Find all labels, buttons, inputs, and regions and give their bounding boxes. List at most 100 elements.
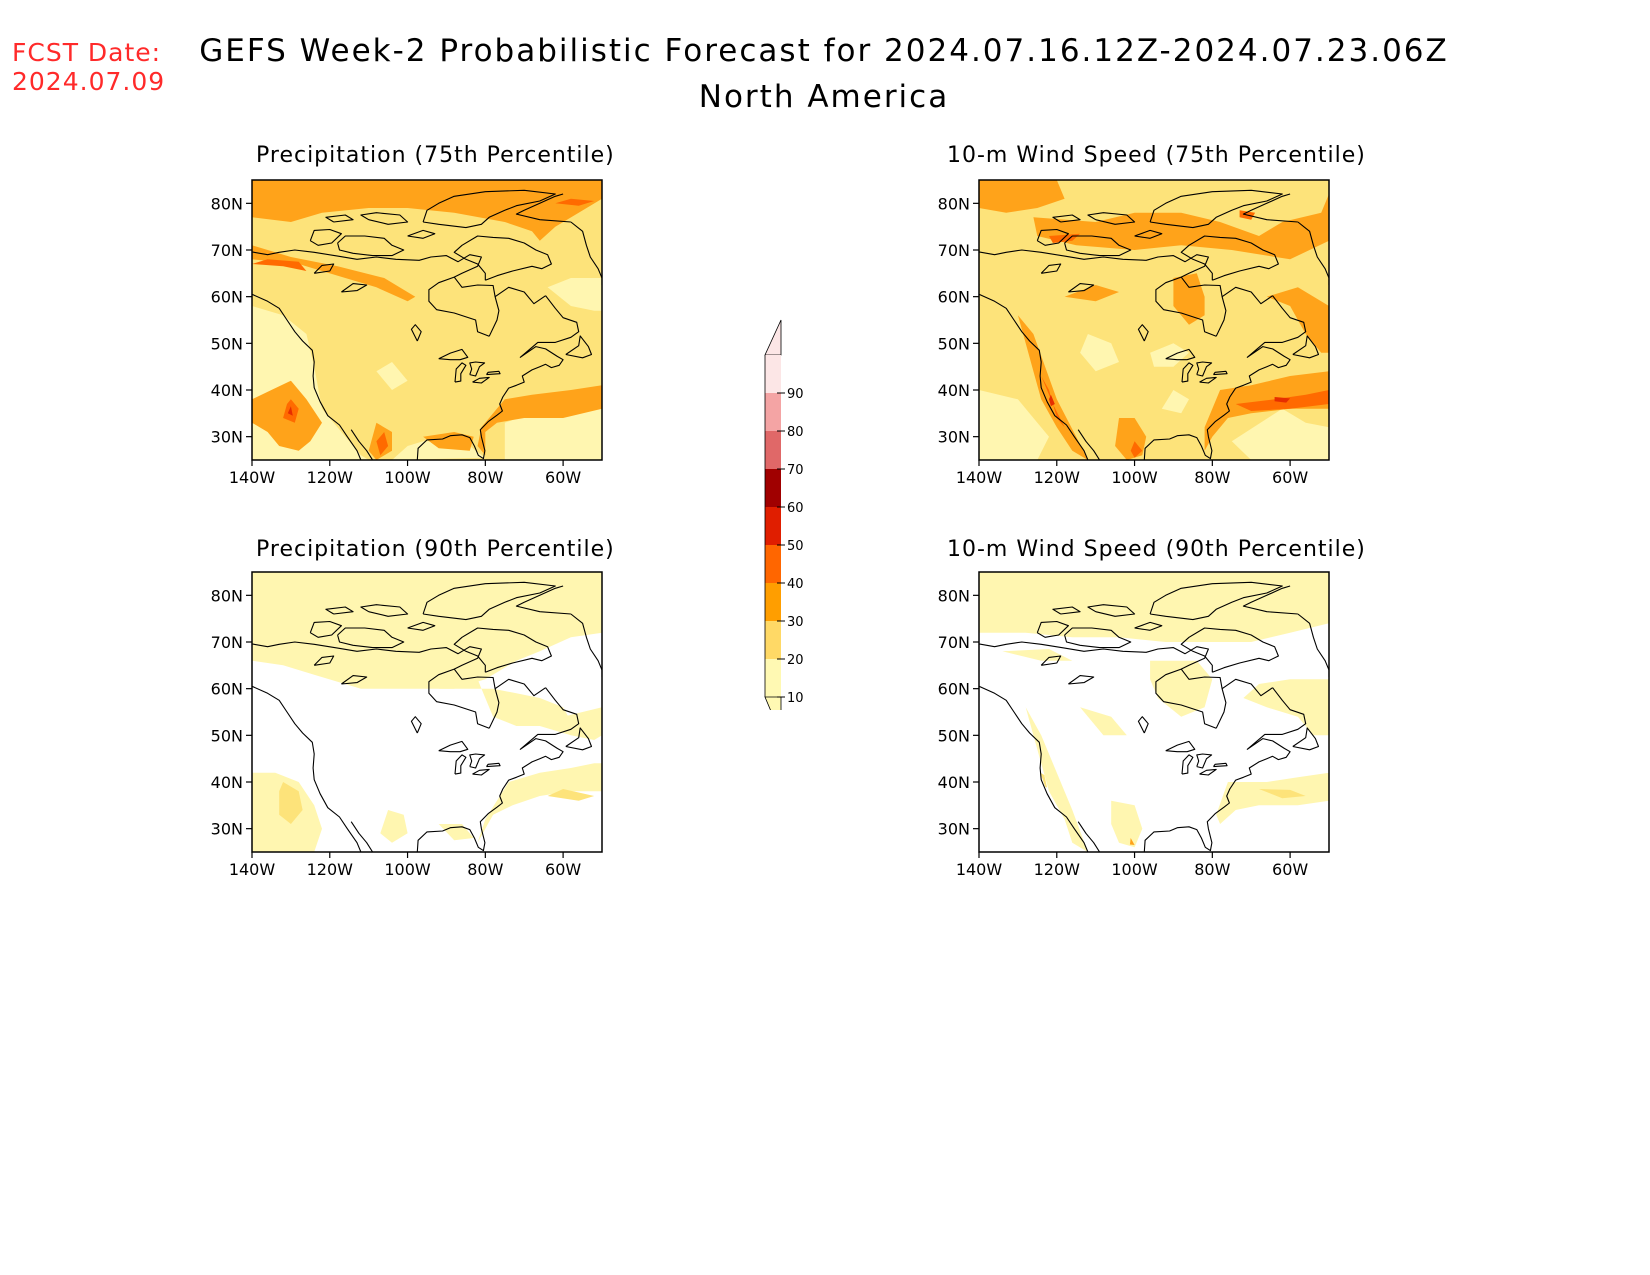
colorbar-label: 90 <box>787 387 804 402</box>
colorbar-label: 80 <box>787 425 804 440</box>
lon-tick-label: 100W <box>1111 860 1158 879</box>
map-frame <box>251 571 603 853</box>
shading-field <box>252 572 602 852</box>
shading-region-light <box>504 408 602 460</box>
coastlines <box>252 581 602 852</box>
shading-region-light <box>1150 343 1189 367</box>
shading-region-medium <box>1259 789 1306 799</box>
lon-tick-label: 120W <box>1034 468 1081 487</box>
shading-field <box>979 572 1329 852</box>
shading-region-light <box>252 572 602 689</box>
lat-tick-label: 70N <box>938 241 970 260</box>
colorbar-segment <box>765 355 781 393</box>
colorbar-label: 70 <box>787 463 804 478</box>
lat-tick-label: 50N <box>211 726 243 745</box>
panel-title-wind-p75: 10-m Wind Speed (75th Percentile) <box>947 143 1366 168</box>
colorbar-segment <box>765 393 781 431</box>
lat-tick-label: 80N <box>211 586 243 605</box>
shading-region-light <box>376 362 408 390</box>
shading-region-orange <box>1017 315 1088 460</box>
shading-region-light <box>1025 707 1088 852</box>
map-frame <box>251 179 603 461</box>
coastlines <box>252 189 602 460</box>
colorbar-segment <box>765 545 781 583</box>
lon-tick-label: 80W <box>467 860 503 879</box>
main-title-line2: North America <box>698 79 950 115</box>
map-panel-precip-p75: 80N 70N 60N 50N 40N 30N 140W 120W 100W 80W 60W <box>200 170 620 500</box>
lon-tick-label: 100W <box>384 468 431 487</box>
coastlines <box>979 581 1329 852</box>
lon-tick-label: 80W <box>1194 860 1230 879</box>
lat-tick-label: 60N <box>211 680 243 699</box>
shading-field <box>252 180 602 460</box>
panel-title-precip-p90: Precipitation (90th Percentile) <box>256 537 615 562</box>
lat-tick-label: 70N <box>211 241 243 260</box>
shading-region-medium <box>547 789 595 801</box>
colorbar: 90 80 70 60 50 40 30 20 10 <box>755 310 825 710</box>
lat-tick-label: 50N <box>211 334 243 353</box>
lat-tick-label: 50N <box>938 726 970 745</box>
lon-tick-label: 120W <box>307 860 354 879</box>
shading-region-orange <box>1204 371 1329 451</box>
shading-region-orange <box>252 180 602 241</box>
lat-tick-label: 60N <box>211 288 243 307</box>
colorbar-segment <box>765 507 781 545</box>
lon-tick-label: 60W <box>1272 468 1308 487</box>
lon-tick-label: 60W <box>545 468 581 487</box>
fcst-date-value: 2024.07.09 <box>12 67 166 96</box>
shading-region-light <box>1080 707 1127 736</box>
lon-tick-label: 80W <box>1194 468 1230 487</box>
colorbar-segment <box>765 431 781 469</box>
lat-tick-label: 60N <box>938 680 970 699</box>
lon-tick-label: 140W <box>229 860 276 879</box>
coastlines <box>979 189 1329 460</box>
lat-tick-label: 80N <box>211 194 243 213</box>
lat-tick-label: 40N <box>938 773 970 792</box>
map-panel-wind-p75: 80N 70N 60N 50N 40N 30N 140W 120W 100W 80W 60W <box>927 170 1347 500</box>
colorbar-label: 50 <box>787 539 804 554</box>
lon-tick-label: 140W <box>956 860 1003 879</box>
colorbar-top-arrow <box>764 319 782 356</box>
colorbar-bottom-arrow <box>764 696 782 710</box>
map-frame <box>978 179 1330 461</box>
shading-region-dark_orange <box>1041 376 1065 428</box>
lon-tick-label: 60W <box>1272 860 1308 879</box>
shading-region-dark_orange <box>252 259 307 271</box>
shading-region-light <box>1002 649 1073 661</box>
lon-tick-label: 140W <box>956 468 1003 487</box>
shading-region-light <box>1080 334 1119 372</box>
colorbar-label: 20 <box>787 653 804 668</box>
lon-tick-label: 100W <box>1111 468 1158 487</box>
shading-region-red <box>287 406 293 416</box>
fcst-date-label: FCST Date: <box>12 38 162 67</box>
lat-tick-label: 50N <box>938 334 970 353</box>
colorbar-segment <box>765 659 781 697</box>
lat-tick-label: 30N <box>211 428 243 447</box>
shading-region-light <box>1161 390 1189 414</box>
shading-field <box>979 180 1329 460</box>
colorbar-label: 10 <box>787 691 804 706</box>
colorbar-label: 40 <box>787 577 804 592</box>
shading-region-light <box>1231 408 1329 460</box>
main-title: GEFS Week-2 Probabilistic Forecast for 2… <box>0 33 1640 115</box>
shading-region-medium <box>279 782 303 824</box>
shading-region-orange <box>252 245 416 302</box>
colorbar-segment <box>765 583 781 621</box>
lon-tick-label: 100W <box>384 860 431 879</box>
lon-tick-label: 60W <box>545 860 581 879</box>
lat-tick-label: 70N <box>938 633 970 652</box>
main-title-line1: GEFS Week-2 Probabilistic Forecast for 2… <box>199 33 1449 69</box>
lon-tick-label: 80W <box>467 468 503 487</box>
panel-title-wind-p90: 10-m Wind Speed (90th Percentile) <box>947 537 1366 562</box>
shading-region-dark_orange <box>376 432 389 456</box>
colorbar-segment <box>765 621 781 659</box>
shading-region-light <box>547 278 602 311</box>
shading-region-medium <box>1040 772 1048 788</box>
shading-region-orange <box>1129 838 1135 845</box>
lat-tick-label: 80N <box>938 586 970 605</box>
shading-region-light <box>979 572 1329 642</box>
panel-title-precip-p75: Precipitation (75th Percentile) <box>256 143 615 168</box>
shading-region-light <box>539 707 602 740</box>
lon-tick-label: 120W <box>307 468 354 487</box>
shading-region-light <box>1216 772 1329 824</box>
